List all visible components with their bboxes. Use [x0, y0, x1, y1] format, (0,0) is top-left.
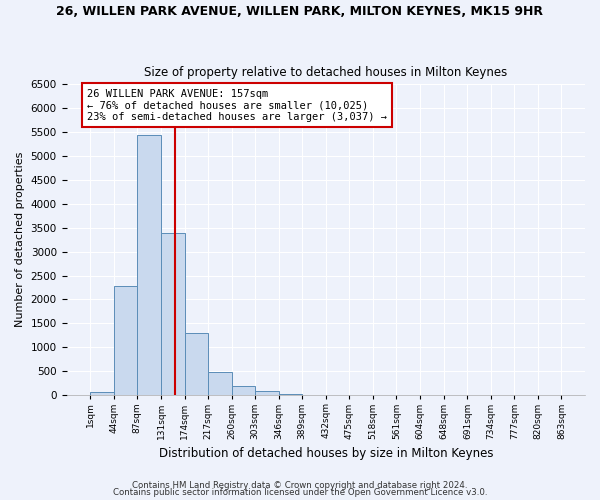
Text: Contains HM Land Registry data © Crown copyright and database right 2024.: Contains HM Land Registry data © Crown c… — [132, 480, 468, 490]
Title: Size of property relative to detached houses in Milton Keynes: Size of property relative to detached ho… — [144, 66, 508, 78]
Text: 26 WILLEN PARK AVENUE: 157sqm
← 76% of detached houses are smaller (10,025)
23% : 26 WILLEN PARK AVENUE: 157sqm ← 76% of d… — [87, 88, 387, 122]
Bar — [113, 286, 137, 396]
Bar — [255, 391, 279, 396]
X-axis label: Distribution of detached houses by size in Milton Keynes: Distribution of detached houses by size … — [158, 447, 493, 460]
Bar — [161, 233, 185, 396]
Bar — [185, 332, 208, 396]
Bar — [208, 372, 232, 396]
Bar — [90, 392, 113, 396]
Bar — [137, 135, 161, 396]
Text: Contains public sector information licensed under the Open Government Licence v3: Contains public sector information licen… — [113, 488, 487, 497]
Bar — [232, 386, 255, 396]
Y-axis label: Number of detached properties: Number of detached properties — [15, 152, 25, 328]
Text: 26, WILLEN PARK AVENUE, WILLEN PARK, MILTON KEYNES, MK15 9HR: 26, WILLEN PARK AVENUE, WILLEN PARK, MIL… — [56, 5, 544, 18]
Bar — [279, 394, 302, 396]
